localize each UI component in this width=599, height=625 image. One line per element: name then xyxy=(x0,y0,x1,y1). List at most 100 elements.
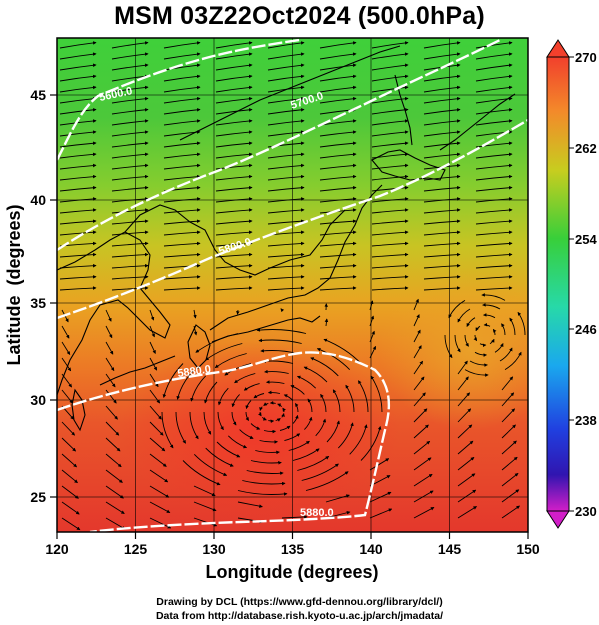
streamline xyxy=(231,394,240,408)
streamline xyxy=(216,441,241,458)
streamline xyxy=(250,423,261,430)
streamline xyxy=(371,263,409,269)
streamline xyxy=(475,96,513,104)
streamline xyxy=(267,108,305,115)
streamline xyxy=(242,480,286,486)
streamline xyxy=(267,119,305,126)
streamline xyxy=(475,241,513,247)
streamline xyxy=(501,489,520,503)
streamline xyxy=(215,41,253,49)
streamline xyxy=(105,341,114,355)
streamline xyxy=(264,369,289,374)
streamline xyxy=(337,422,354,449)
streamline xyxy=(61,469,78,484)
streamline xyxy=(237,501,263,508)
streamline xyxy=(371,252,409,258)
streamline xyxy=(259,406,263,411)
x-tick-label: 130 xyxy=(202,541,226,557)
streamline xyxy=(111,52,149,60)
streamline xyxy=(371,286,409,291)
streamline xyxy=(475,163,513,170)
streamline xyxy=(267,286,305,291)
streamline xyxy=(371,96,409,104)
streamline xyxy=(319,63,357,71)
streamline xyxy=(215,174,253,181)
streamline xyxy=(111,286,149,291)
streamline xyxy=(163,286,201,291)
streamline xyxy=(369,300,374,311)
streamline xyxy=(59,219,97,225)
streamline xyxy=(59,52,97,60)
streamline xyxy=(267,130,305,137)
streamline xyxy=(319,130,357,137)
streamline xyxy=(163,108,201,115)
streamline xyxy=(469,360,488,367)
streamline xyxy=(111,174,149,181)
streamline xyxy=(282,407,286,413)
streamline xyxy=(457,392,470,407)
streamline xyxy=(324,318,329,327)
streamline xyxy=(59,230,97,236)
streamline xyxy=(215,230,253,236)
streamline xyxy=(369,508,393,519)
streamline xyxy=(413,345,422,359)
streamline xyxy=(255,450,280,455)
colorbar-label: 230 xyxy=(575,504,597,519)
streamline xyxy=(163,163,201,170)
streamline xyxy=(203,411,212,435)
streamline xyxy=(319,197,357,203)
streamline xyxy=(61,421,76,436)
streamline xyxy=(457,457,475,471)
streamline xyxy=(149,309,155,321)
streamline xyxy=(307,398,313,413)
streamline xyxy=(215,219,253,225)
streamline xyxy=(105,357,115,372)
streamline xyxy=(111,96,149,104)
colorbar-label: 254 xyxy=(575,232,597,247)
streamline xyxy=(369,458,390,471)
streamline xyxy=(448,300,466,319)
contour-label-5880-a: 5880.0 xyxy=(177,363,212,380)
streamline xyxy=(217,411,224,431)
streamline xyxy=(149,453,167,467)
streamline xyxy=(105,469,123,483)
streamline xyxy=(475,230,513,236)
streamline xyxy=(475,219,513,225)
streamline xyxy=(111,230,149,236)
streamline xyxy=(413,314,420,327)
streamline xyxy=(475,85,513,93)
streamline xyxy=(149,469,169,483)
streamline xyxy=(215,197,253,203)
streamline xyxy=(105,325,113,339)
streamline xyxy=(215,163,253,170)
streamline xyxy=(319,163,357,170)
contour-5600 xyxy=(57,38,301,161)
streamline xyxy=(105,405,118,420)
streamline xyxy=(256,328,307,334)
streamline xyxy=(326,420,340,443)
streamline xyxy=(423,197,461,203)
streamline xyxy=(292,448,320,461)
streamline xyxy=(149,485,170,498)
streamline xyxy=(215,263,253,269)
streamline xyxy=(163,197,201,203)
streamline xyxy=(215,141,253,148)
streamline xyxy=(246,470,284,475)
streamline xyxy=(413,376,425,391)
y-axis-title: Latitude (degrees) xyxy=(4,204,24,365)
streamline xyxy=(423,174,461,181)
contour-5880-north xyxy=(57,351,391,532)
streamline xyxy=(234,373,256,384)
streamline xyxy=(163,230,201,236)
streamline xyxy=(423,141,461,148)
streamline xyxy=(413,392,426,407)
streamline xyxy=(215,275,253,280)
streamline xyxy=(149,341,156,354)
colorbar-label: 262 xyxy=(575,141,597,156)
streamline xyxy=(501,323,506,336)
streamline xyxy=(215,208,253,214)
colorbar-label: 246 xyxy=(575,322,597,337)
streamline xyxy=(499,347,513,362)
streamline xyxy=(267,163,305,170)
streamline xyxy=(479,343,487,348)
